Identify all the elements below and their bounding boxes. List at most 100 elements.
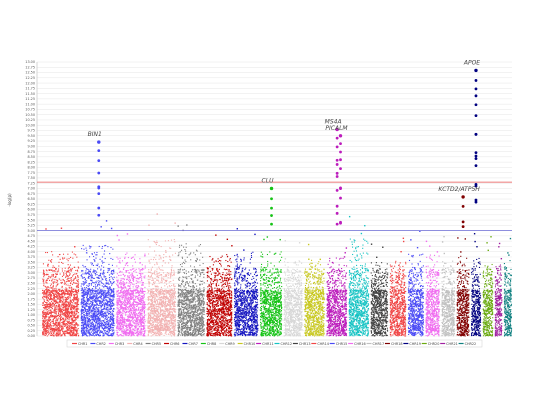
snp-point <box>169 332 170 333</box>
snp-point <box>112 335 113 336</box>
snp-point <box>106 292 107 293</box>
snp-point <box>48 298 49 299</box>
snp-point <box>61 328 62 329</box>
snp-point <box>119 301 120 302</box>
snp-point <box>102 248 103 249</box>
snp-point <box>121 289 122 290</box>
snp-point <box>96 291 97 292</box>
snp-point <box>53 285 54 286</box>
snp-point <box>52 308 53 309</box>
snp-point <box>175 253 176 254</box>
snp-point <box>64 333 65 334</box>
snp-point <box>111 333 112 334</box>
snp-point <box>142 322 143 323</box>
snp-point <box>124 267 125 268</box>
snp-point <box>112 334 113 335</box>
snp-point <box>124 279 125 280</box>
snp-point <box>135 290 136 291</box>
snp-point <box>133 329 134 330</box>
snp-point <box>97 318 98 319</box>
snp-point <box>164 318 165 319</box>
snp-point <box>86 280 87 281</box>
snp-point <box>50 313 51 314</box>
snp-point <box>53 283 54 284</box>
snp-point <box>118 298 119 299</box>
snp-point <box>137 278 138 279</box>
snp-point <box>93 297 94 298</box>
snp-point <box>54 328 55 329</box>
snp-point <box>88 331 89 332</box>
snp-point <box>67 310 68 311</box>
snp-point <box>55 303 56 304</box>
snp-point <box>116 323 117 324</box>
snp-point <box>72 304 73 305</box>
snp-point <box>92 333 93 334</box>
snp-point <box>84 321 85 322</box>
snp-point <box>141 314 142 315</box>
snp-point <box>121 320 122 321</box>
snp-point <box>68 298 69 299</box>
snp-point <box>45 252 46 253</box>
snp-point <box>135 309 136 310</box>
snp-point <box>101 312 102 313</box>
snp-point <box>127 311 128 312</box>
snp-point <box>84 282 85 283</box>
snp-point <box>121 306 122 307</box>
snp-point <box>130 282 131 283</box>
snp-point <box>56 311 57 312</box>
snp-point <box>139 273 140 274</box>
snp-point <box>90 294 91 295</box>
snp-point <box>95 315 96 316</box>
snp-point <box>66 284 67 285</box>
snp-point <box>130 304 131 305</box>
snp-point <box>68 258 69 259</box>
snp-point <box>111 329 112 330</box>
snp-point <box>58 324 59 325</box>
snp-point <box>126 282 127 283</box>
snp-point <box>42 318 43 319</box>
snp-point <box>56 307 57 308</box>
snp-point <box>97 285 98 286</box>
snp-point <box>78 285 79 286</box>
snp-point <box>98 334 99 335</box>
snp-point <box>125 328 126 329</box>
snp-point <box>73 294 74 295</box>
snp-point <box>45 323 46 324</box>
snp-point <box>78 308 79 309</box>
snp-point <box>103 316 104 317</box>
snp-point <box>83 299 84 300</box>
snp-point <box>55 310 56 311</box>
snp-point <box>103 296 104 297</box>
snp-point <box>136 306 137 307</box>
snp-point <box>59 296 60 297</box>
snp-point <box>140 329 141 330</box>
snp-point <box>56 295 57 296</box>
snp-point <box>93 332 94 333</box>
snp-point <box>88 330 89 331</box>
snp-point <box>50 261 51 262</box>
snp-point <box>60 314 61 315</box>
snp-point <box>83 283 84 284</box>
snp-point <box>108 288 109 289</box>
snp-point <box>148 334 149 335</box>
snp-point <box>47 252 48 253</box>
snp-point <box>140 271 141 272</box>
snp-point <box>124 319 125 320</box>
snp-point <box>90 320 91 321</box>
snp-point <box>104 292 105 293</box>
snp-point <box>92 263 93 264</box>
snp-point <box>50 276 51 277</box>
snp-point <box>110 281 111 282</box>
snp-point <box>108 305 109 306</box>
snp-point <box>140 332 141 333</box>
snp-point <box>49 319 50 320</box>
snp-point <box>128 292 129 293</box>
snp-point <box>137 304 138 305</box>
snp-point <box>65 297 66 298</box>
snp-point <box>93 334 94 335</box>
snp-point <box>73 305 74 306</box>
snp-point <box>72 268 73 269</box>
snp-point <box>135 302 136 303</box>
snp-point <box>82 265 83 266</box>
snp-point <box>74 335 75 336</box>
